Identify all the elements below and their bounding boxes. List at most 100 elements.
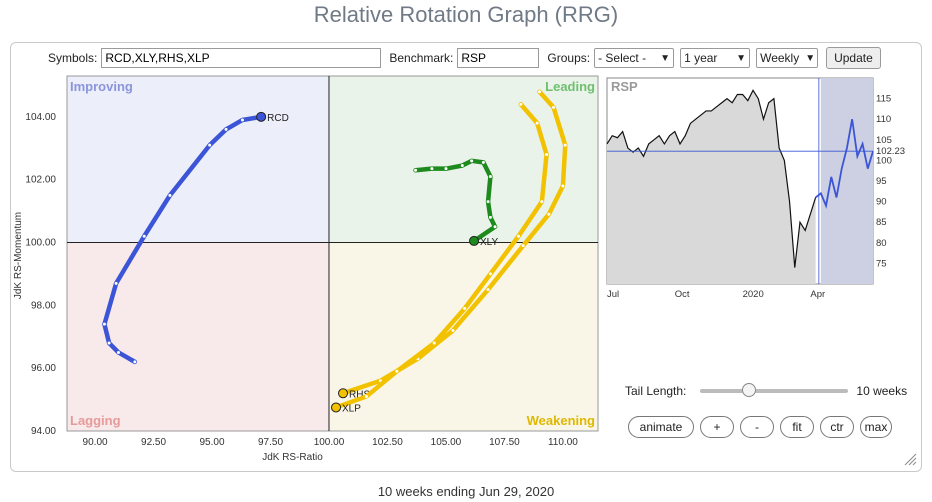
- tail-length-slider[interactable]: [700, 383, 849, 397]
- lagging-label: Lagging: [70, 413, 121, 428]
- lagging-quadrant: [67, 242, 329, 431]
- tail-point: [488, 215, 493, 220]
- tail-point: [560, 183, 566, 189]
- x-axis-label: JdK RS-Ratio: [262, 452, 323, 463]
- rsp-y-tick-label: 115: [876, 94, 891, 105]
- series-label: RCD: [267, 113, 289, 124]
- rsp-y-tick-label: 110: [876, 114, 891, 125]
- head-point-xly: [469, 235, 480, 246]
- tail-point: [546, 212, 551, 217]
- chevron-down-icon: ▼: [805, 52, 816, 64]
- rsp-price-area: [607, 90, 816, 284]
- chevron-down-icon: ▼: [736, 52, 747, 64]
- tail-point: [462, 306, 467, 311]
- symbols-input[interactable]: [101, 48, 382, 68]
- tail-point: [537, 89, 542, 94]
- page-title: Relative Rotation Graph (RRG): [313, 2, 619, 27]
- groups-select[interactable]: - Select - ▼: [594, 48, 675, 68]
- y-tick-label: 102.00: [25, 175, 56, 186]
- tail-point: [102, 322, 107, 327]
- x-tick-label: 107.50: [489, 437, 520, 448]
- y-tick-label: 98.00: [31, 300, 56, 311]
- tail-point: [207, 143, 212, 148]
- period-select-value: 1 year: [684, 51, 718, 65]
- rsp-x-tick-label: Jul: [607, 289, 619, 300]
- x-tick-label: 102.50: [372, 437, 403, 448]
- rsp-y-tick-label: 100: [876, 155, 892, 166]
- benchmark-label: Benchmark:: [389, 51, 454, 65]
- tail-point: [114, 281, 119, 286]
- y-axis-label: JdK RS-Momentum: [13, 212, 24, 299]
- rsp-tail-shade: [820, 78, 873, 284]
- frequency-select-value: Weekly: [760, 51, 800, 65]
- tail-point: [432, 340, 437, 346]
- center-button[interactable]: ctr: [820, 416, 854, 438]
- x-tick-label: 92.50: [141, 437, 166, 448]
- improving-label: Improving: [70, 79, 133, 94]
- weakening-label: Weakening: [527, 413, 595, 428]
- rsp-y-tick-label: 95: [876, 176, 887, 187]
- max-button[interactable]: max: [860, 416, 892, 438]
- rsp-y-tick-label: 90: [876, 197, 887, 208]
- rsp-price-line: [606, 89, 817, 268]
- leading-label: Leading: [545, 79, 595, 94]
- tail-point: [539, 199, 544, 204]
- tail-point: [394, 369, 399, 374]
- series-label: XLP: [342, 403, 361, 414]
- x-tick-label: 100.00: [314, 437, 345, 448]
- rsp-x-tick-label: 2020: [743, 289, 764, 300]
- x-tick-label: 90.00: [83, 437, 108, 448]
- tail-point: [485, 287, 491, 292]
- rsp-y-tick-label: 80: [876, 238, 887, 249]
- tail-point: [469, 158, 474, 163]
- benchmark-input[interactable]: [457, 48, 540, 68]
- tail-point: [521, 243, 526, 248]
- tail-point: [563, 143, 568, 148]
- y-tick-label: 96.00: [31, 363, 56, 374]
- tail-length-value: 10 weeks: [856, 384, 908, 398]
- tail-point: [132, 359, 137, 364]
- tail-point: [107, 340, 112, 346]
- head-point-rcd: [256, 111, 267, 122]
- weakening-quadrant: [328, 242, 598, 431]
- tail-length-control: Tail Length: 10 weeks: [625, 382, 915, 400]
- footer-caption: 10 weeks ending Jun 29, 2020: [377, 484, 555, 499]
- fit-button[interactable]: fit: [780, 416, 814, 438]
- head-point-rhs: [338, 388, 349, 399]
- zoom-out-button[interactable]: -: [740, 416, 774, 438]
- chart-buttons: animate + - fit ctr max: [628, 416, 892, 438]
- series-label: XLY: [480, 237, 498, 248]
- slider-thumb[interactable]: [742, 383, 757, 397]
- tail-point: [518, 102, 523, 107]
- tail-point: [142, 234, 147, 239]
- zoom-in-button[interactable]: +: [700, 416, 734, 438]
- rsp-relative-line: [815, 119, 874, 209]
- x-tick-label: 110.00: [548, 437, 578, 448]
- tail-point: [516, 234, 521, 239]
- tail-point: [429, 166, 435, 171]
- period-select[interactable]: 1 year ▼: [680, 48, 751, 68]
- resize-handle-icon[interactable]: [902, 452, 918, 466]
- tail-point: [116, 350, 121, 355]
- rsp-title: RSP: [611, 79, 638, 94]
- update-button[interactable]: Update: [826, 47, 881, 69]
- rsp-y-tick-label: 105: [876, 135, 892, 146]
- tail-point: [492, 224, 498, 229]
- tail-point: [443, 166, 449, 171]
- y-tick-label: 94.00: [31, 426, 56, 437]
- tail-point: [488, 174, 493, 179]
- y-tick-label: 100.00: [25, 238, 56, 249]
- tail-point: [460, 163, 465, 168]
- controls-bar: Symbols: Benchmark: Groups: - Select - ▼…: [48, 47, 881, 69]
- chevron-down-icon: ▼: [660, 52, 671, 64]
- tail-point: [481, 160, 486, 165]
- x-tick-label: 95.00: [200, 437, 225, 448]
- rsp-y-tick-label: 75: [876, 258, 887, 269]
- groups-label: Groups:: [547, 51, 591, 65]
- tail-point: [485, 199, 491, 204]
- frequency-select[interactable]: Weekly ▼: [756, 48, 819, 68]
- y-tick-label: 104.00: [25, 112, 56, 123]
- animate-button[interactable]: animate: [628, 416, 694, 438]
- symbols-label: Symbols:: [48, 51, 98, 65]
